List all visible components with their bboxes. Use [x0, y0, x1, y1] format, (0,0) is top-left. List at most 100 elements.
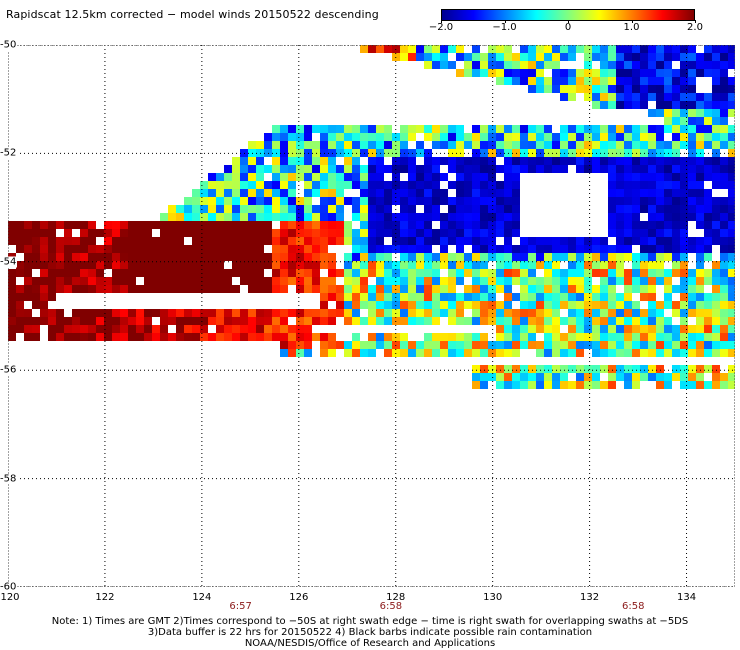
- wind-difference-cell: [304, 181, 312, 189]
- wind-difference-cell: [400, 333, 408, 341]
- wind-difference-cell: [80, 285, 88, 293]
- wind-difference-cell: [344, 133, 352, 141]
- wind-difference-cell: [600, 317, 608, 325]
- wind-difference-cell: [536, 309, 544, 317]
- wind-difference-cell: [432, 205, 440, 213]
- wind-difference-cell: [120, 309, 128, 317]
- wind-difference-cell: [368, 309, 376, 317]
- wind-difference-cell: [504, 349, 512, 357]
- wind-difference-cell: [496, 365, 504, 373]
- wind-difference-cell: [256, 245, 264, 253]
- wind-difference-cell: [688, 333, 696, 341]
- wind-difference-cell: [584, 277, 592, 285]
- wind-difference-cell: [448, 317, 456, 325]
- wind-difference-cell: [344, 341, 352, 349]
- wind-difference-cell: [152, 253, 160, 261]
- wind-difference-cell: [224, 173, 232, 181]
- wind-difference-cell: [88, 269, 96, 277]
- wind-difference-cell: [200, 229, 208, 237]
- wind-difference-cell: [424, 165, 432, 173]
- wind-difference-cell: [632, 333, 640, 341]
- wind-difference-cell: [704, 381, 712, 389]
- wind-difference-cell: [624, 77, 632, 85]
- wind-difference-cell: [8, 237, 16, 245]
- wind-difference-cell: [464, 61, 472, 69]
- wind-difference-cell: [696, 189, 704, 197]
- wind-difference-cell: [640, 205, 648, 213]
- wind-difference-cell: [296, 157, 304, 165]
- wind-difference-cell: [56, 285, 64, 293]
- wind-difference-cell: [472, 333, 480, 341]
- wind-difference-cell: [592, 53, 600, 61]
- wind-difference-cell: [448, 261, 456, 269]
- wind-difference-cell: [256, 269, 264, 277]
- wind-difference-cell: [608, 365, 616, 373]
- wind-difference-cell: [312, 309, 320, 317]
- wind-difference-cell: [496, 309, 504, 317]
- wind-difference-cell: [216, 285, 224, 293]
- wind-difference-cell: [400, 197, 408, 205]
- wind-difference-cell: [248, 309, 256, 317]
- wind-difference-cell: [480, 229, 488, 237]
- wind-difference-cell: [192, 197, 200, 205]
- wind-difference-cell: [400, 181, 408, 189]
- wind-difference-cell: [304, 285, 312, 293]
- wind-difference-cell: [728, 125, 735, 133]
- wind-difference-cell: [720, 341, 728, 349]
- wind-difference-cell: [648, 325, 656, 333]
- wind-difference-cell: [384, 333, 392, 341]
- wind-difference-cell: [400, 205, 408, 213]
- wind-difference-cell: [528, 277, 536, 285]
- wind-difference-cell: [504, 181, 512, 189]
- wind-difference-cell: [168, 245, 176, 253]
- wind-difference-cell: [408, 309, 416, 317]
- wind-difference-cell: [512, 61, 520, 69]
- note-line-2: 3)Data buffer is 22 hrs for 20150522 4) …: [147, 627, 593, 638]
- wind-difference-cell: [496, 53, 504, 61]
- wind-difference-cell: [672, 261, 680, 269]
- wind-difference-cell: [88, 277, 96, 285]
- wind-difference-cell: [600, 61, 608, 69]
- wind-difference-cell: [520, 261, 528, 269]
- wind-difference-cell: [592, 293, 600, 301]
- wind-difference-cell: [336, 309, 344, 317]
- wind-difference-cell: [432, 189, 440, 197]
- wind-difference-cell: [224, 277, 232, 285]
- wind-difference-cell: [520, 301, 528, 309]
- wind-difference-cell: [608, 309, 616, 317]
- wind-difference-cell: [472, 165, 480, 173]
- wind-difference-cell: [552, 237, 560, 245]
- wind-difference-cell: [712, 221, 720, 229]
- wind-difference-cell: [648, 93, 656, 101]
- wind-difference-cell: [256, 197, 264, 205]
- colorbar-tick: [504, 20, 506, 23]
- wind-difference-cell: [616, 197, 624, 205]
- wind-difference-cell: [368, 157, 376, 165]
- wind-difference-cell: [168, 317, 176, 325]
- wind-difference-cell: [136, 285, 144, 293]
- wind-difference-cell: [528, 261, 536, 269]
- wind-difference-cell: [408, 173, 416, 181]
- wind-difference-cell: [224, 181, 232, 189]
- wind-difference-cell: [376, 221, 384, 229]
- wind-difference-cell: [680, 141, 688, 149]
- wind-difference-cell: [664, 85, 672, 93]
- wind-difference-cell: [248, 285, 256, 293]
- wind-difference-cell: [24, 253, 32, 261]
- wind-difference-cell: [192, 237, 200, 245]
- wind-difference-cell: [456, 69, 464, 77]
- wind-difference-cell: [288, 237, 296, 245]
- wind-difference-cell: [200, 261, 208, 269]
- wind-difference-cell: [592, 261, 600, 269]
- wind-difference-cell: [680, 157, 688, 165]
- longitude-label: 132: [580, 592, 600, 603]
- wind-difference-cell: [72, 333, 80, 341]
- wind-difference-cell: [248, 141, 256, 149]
- wind-difference-cell: [448, 333, 456, 341]
- wind-difference-cell: [656, 269, 664, 277]
- wind-difference-cell: [608, 69, 616, 77]
- wind-difference-cell: [248, 205, 256, 213]
- wind-difference-cell: [320, 189, 328, 197]
- wind-difference-cell: [240, 157, 248, 165]
- wind-difference-cell: [608, 189, 616, 197]
